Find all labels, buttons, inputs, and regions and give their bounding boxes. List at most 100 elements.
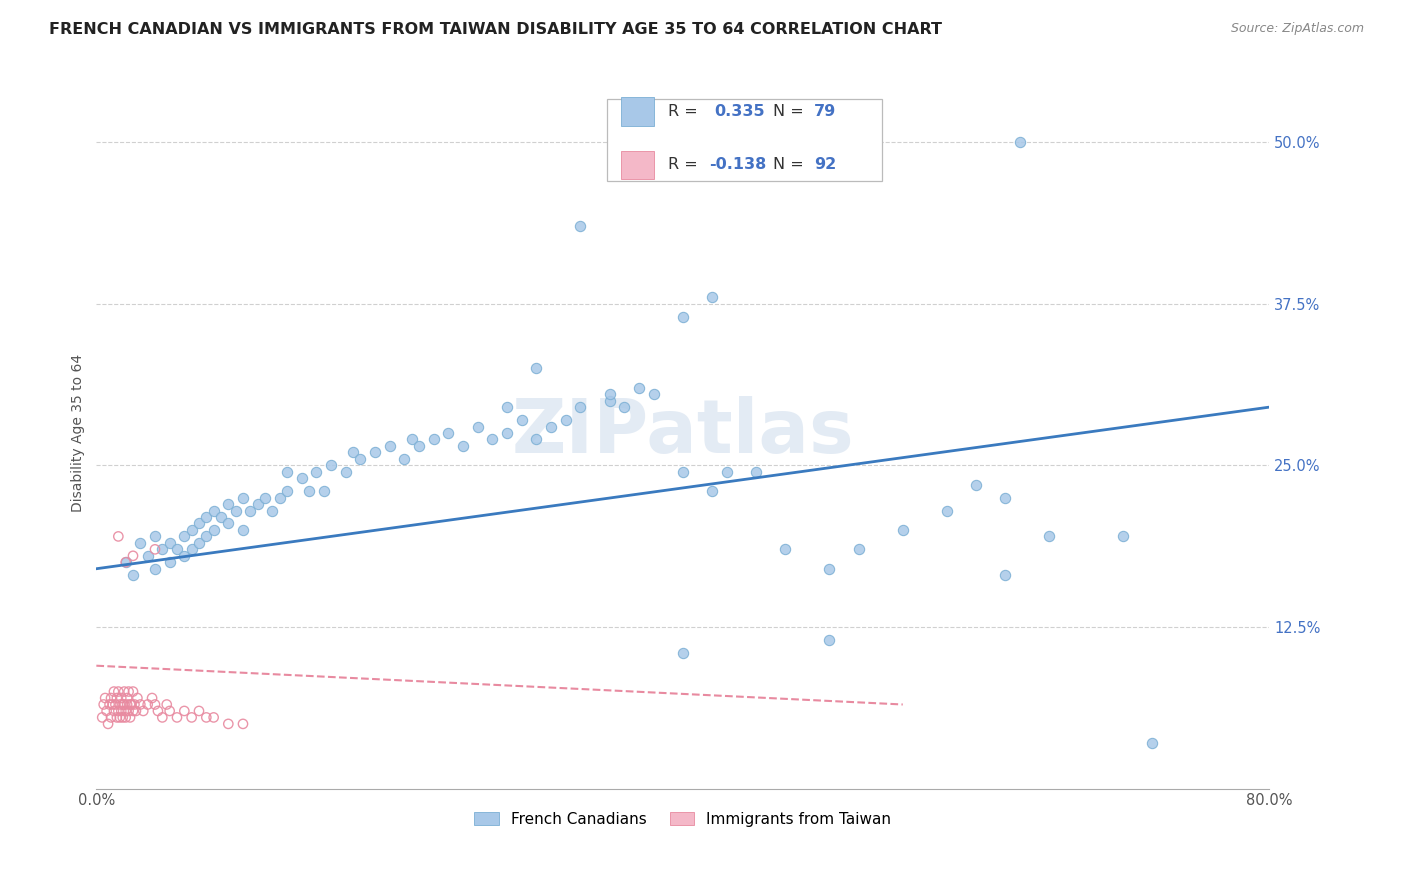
Point [408, 439, 430, 453]
Point [195, 710, 218, 724]
Point [195, 510, 218, 524]
Text: 79: 79 [814, 104, 837, 119]
Point [115, 691, 138, 706]
FancyBboxPatch shape [620, 97, 654, 126]
Point [1038, 529, 1060, 543]
Point [291, 471, 314, 485]
Point [122, 704, 145, 718]
Point [122, 684, 145, 698]
Point [253, 491, 276, 505]
Point [143, 542, 166, 557]
Point [540, 419, 562, 434]
Point [108, 710, 131, 724]
Point [702, 484, 724, 499]
Point [100, 710, 122, 724]
Point [524, 361, 547, 376]
Point [599, 393, 621, 408]
Point [510, 413, 533, 427]
Point [117, 704, 139, 718]
Point [100, 691, 122, 706]
Point [378, 439, 401, 453]
Point [319, 458, 342, 473]
Point [935, 503, 957, 517]
Point [745, 465, 768, 479]
Point [114, 710, 136, 724]
Point [209, 510, 232, 524]
Point [127, 691, 149, 706]
Point [305, 465, 328, 479]
Point [143, 529, 166, 543]
Point [156, 698, 179, 712]
Point [97, 717, 120, 731]
Point [96, 704, 118, 718]
Text: -0.138: -0.138 [709, 157, 766, 172]
Point [994, 491, 1017, 505]
Point [122, 568, 145, 582]
Point [125, 704, 148, 718]
Point [217, 497, 239, 511]
Point [891, 523, 914, 537]
Point [335, 465, 357, 479]
Point [202, 523, 225, 537]
Point [110, 691, 132, 706]
Point [554, 413, 576, 427]
Point [143, 562, 166, 576]
Point [104, 698, 127, 712]
Point [141, 691, 163, 706]
Point [146, 704, 169, 718]
Point [173, 549, 195, 563]
Point [672, 646, 695, 660]
Point [120, 710, 142, 724]
Point [232, 717, 254, 731]
Point [173, 529, 195, 543]
Point [98, 698, 121, 712]
Point [180, 542, 202, 557]
Point [111, 698, 134, 712]
Text: Source: ZipAtlas.com: Source: ZipAtlas.com [1230, 22, 1364, 36]
Point [613, 400, 636, 414]
Point [173, 704, 195, 718]
Point [818, 562, 841, 576]
Point [672, 310, 695, 324]
Point [143, 698, 166, 712]
Text: 0.335: 0.335 [714, 104, 765, 119]
Point [965, 477, 987, 491]
Text: N =: N = [773, 104, 804, 119]
Point [775, 542, 797, 557]
Point [202, 503, 225, 517]
Point [120, 698, 142, 712]
Text: 92: 92 [814, 157, 837, 172]
Point [159, 536, 181, 550]
Point [672, 465, 695, 479]
Point [401, 433, 423, 447]
Point [239, 503, 262, 517]
Point [569, 400, 592, 414]
Point [467, 419, 489, 434]
Point [496, 400, 519, 414]
Point [112, 698, 135, 712]
Point [124, 698, 146, 712]
Point [188, 704, 211, 718]
Point [188, 516, 211, 531]
Point [422, 433, 444, 447]
Point [105, 691, 128, 706]
Point [569, 219, 592, 233]
Point [217, 717, 239, 731]
Point [627, 381, 650, 395]
Point [349, 451, 371, 466]
Point [848, 542, 870, 557]
Point [111, 710, 134, 724]
Point [524, 433, 547, 447]
Point [298, 484, 321, 499]
Point [150, 710, 173, 724]
Point [1140, 736, 1163, 750]
Text: R =: R = [668, 157, 697, 172]
FancyBboxPatch shape [606, 99, 882, 180]
Point [112, 684, 135, 698]
Point [115, 698, 138, 712]
Point [481, 433, 503, 447]
Point [202, 710, 225, 724]
Point [101, 698, 124, 712]
Point [1112, 529, 1135, 543]
Point [103, 684, 125, 698]
